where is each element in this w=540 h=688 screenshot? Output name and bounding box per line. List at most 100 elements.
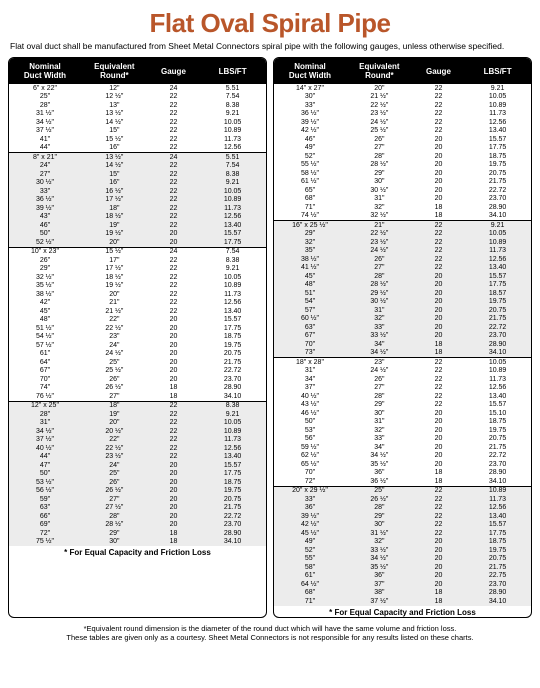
cell: 63" [274,323,346,332]
cell: 27" [346,384,413,393]
cell: 28" [346,504,413,513]
cell: 18" x 28" [274,358,346,367]
cell: 32" [346,315,413,324]
cell: 22 [148,256,199,265]
cell: 31 ½" [346,529,413,538]
cell: 11.73 [199,436,266,445]
cell: 34 ½" [9,118,81,127]
cell: 21.75 [199,358,266,367]
cell: 60 ½" [274,315,346,324]
cell: 20 [413,195,464,204]
cell: 68" [274,589,346,598]
cell: 10.05 [199,118,266,127]
cell: 20" [81,290,148,299]
cell: 18.75 [199,478,266,487]
cell: 46" [9,221,81,230]
cell: 22 [148,265,199,274]
cell: 22 [413,375,464,384]
cell: 22 [413,521,464,530]
cell: 22 ½" [346,101,413,110]
cell: 33" [346,435,413,444]
cell: 21 ½" [346,93,413,102]
cell: 42 ½" [274,521,346,530]
cell: 23.70 [199,521,266,530]
table-row: 52"28"2018.75 [274,152,531,161]
cell: 42" [9,299,81,308]
table-row: 29"17 ½"229.21 [9,265,266,274]
cell: 9.21 [199,110,266,119]
cell: 28.90 [464,469,531,478]
table-row: 41 ½"27"2213.40 [274,264,531,273]
table-row: 40 ½"28"2213.40 [274,392,531,401]
cell: 17.75 [464,144,531,153]
cell: 22.72 [199,367,266,376]
cell: 20 [413,572,464,581]
cell: 74" [9,384,81,393]
cell: 45" [9,307,81,316]
table-row: 25"12 ½"227.54 [9,93,266,102]
cell: 30" [346,521,413,530]
cell: 28.90 [464,589,531,598]
cell: 26 ½" [346,495,413,504]
table-row: 33"22 ½"2210.89 [274,101,531,110]
cell: 23.70 [464,580,531,589]
cell: 20.75 [464,306,531,315]
cell: 39 ½" [274,512,346,521]
cell: 24 [148,153,199,162]
cell: 17.75 [199,470,266,479]
table-row: 27"15"228.38 [9,170,266,179]
cell: 32" [274,238,346,247]
cell: 10.05 [464,358,531,367]
cell: 22 [148,401,199,410]
cell: 21 ½" [81,307,148,316]
cell: 15" [81,170,148,179]
table-row: 68"38"1828.90 [274,589,531,598]
table-row: 71"32"1828.90 [274,203,531,212]
cell: 43" [9,213,81,222]
cell: 20 [413,186,464,195]
cell: 27" [81,495,148,504]
cell: 76 ½" [9,392,81,401]
cell: 18.75 [199,333,266,342]
cell: 10.89 [199,196,266,205]
table-row: 63"27 ½"2021.75 [9,504,266,513]
cell: 20 [148,504,199,513]
cell: 65 ½" [274,460,346,469]
cell: 34.10 [464,477,531,486]
table-row: 65"30 ½"2022.72 [274,186,531,195]
table-row: 53 ½"26"2018.75 [9,478,266,487]
cell: 34 ½" [346,349,413,358]
cell: 49" [274,538,346,547]
cell: 68" [274,195,346,204]
cell: 29" [346,169,413,178]
cell: 13.40 [199,307,266,316]
cell: 33" [274,101,346,110]
cell: 21" [346,221,413,230]
cell: 34.10 [199,392,266,401]
cell: 56 ½" [9,487,81,496]
cell: 40 ½" [9,444,81,453]
cell: 57" [274,306,346,315]
table-row: 16" x 25 ½"21"229.21 [274,221,531,230]
cell: 18" [81,401,148,410]
cell: 20 [148,367,199,376]
cell: 18 [148,529,199,538]
table-row: 54"30 ½"2019.75 [274,298,531,307]
table-row: 10" x 23"15 ½"247.54 [9,247,266,256]
cell: 17.75 [199,324,266,333]
cell: 19 ½" [81,230,148,239]
cell: 26" [346,255,413,264]
cell: 18 [148,384,199,393]
cell: 20 [148,461,199,470]
table-row: 70"36"1828.90 [274,469,531,478]
cell: 11.73 [464,110,531,119]
cell: 31" [274,367,346,376]
cell: 20" x 29 ½" [274,486,346,495]
cell: 31" [346,418,413,427]
cell: 41" [9,135,81,144]
cell: 59 ½" [274,443,346,452]
cell: 24 ½" [346,247,413,256]
cell: 22 [413,384,464,393]
cell: 18 [413,349,464,358]
cell: 22 [413,93,464,102]
